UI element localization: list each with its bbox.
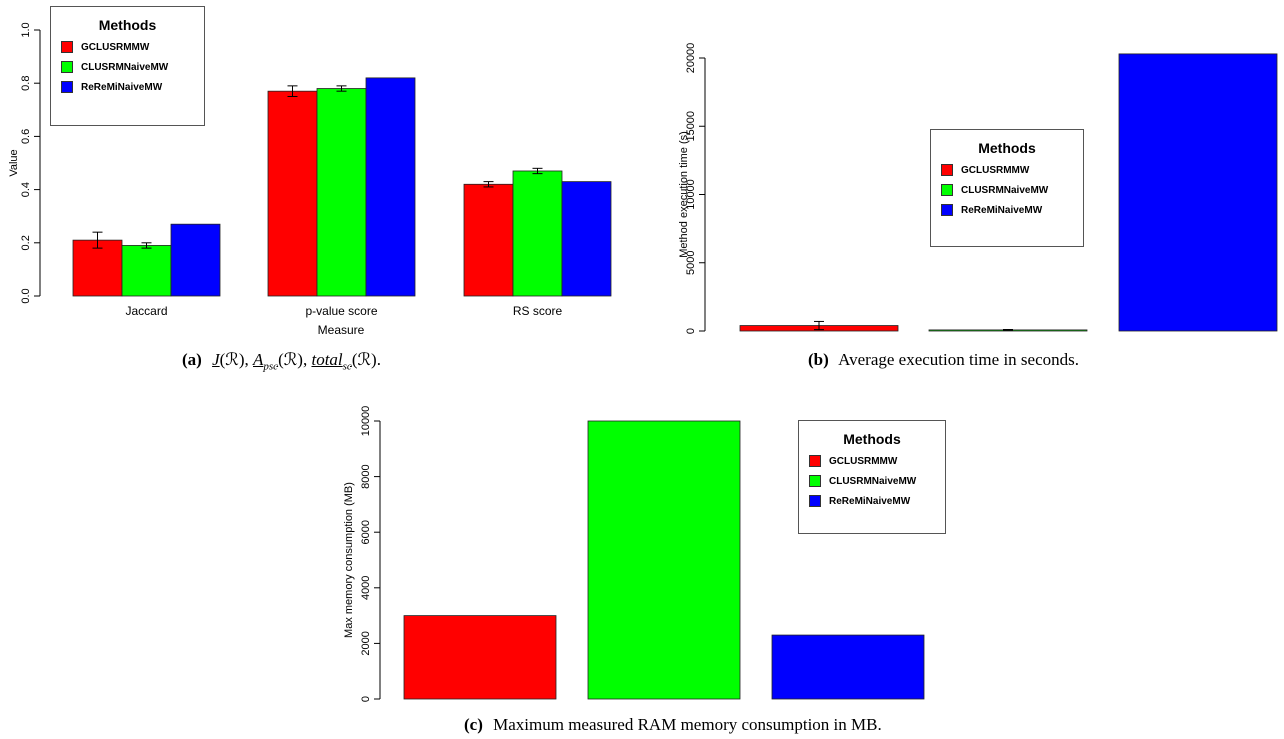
legend-item-gclusrmmw: GCLUSRMMW <box>809 455 945 467</box>
legend-label: ReReMiNaiveMW <box>829 495 911 507</box>
x-tick-label: p-value score <box>305 304 377 318</box>
legend-item-gclusrmmw: GCLUSRMMW <box>941 164 1083 176</box>
bar <box>512 170 563 297</box>
bar <box>771 634 925 700</box>
bar <box>170 223 221 297</box>
legend-swatch-green <box>941 184 953 196</box>
legend-label: CLUSRMNaiveMW <box>961 184 1049 196</box>
legend-title: Methods <box>843 431 901 447</box>
legend-item-reremnaivemw: ReReMiNaiveMW <box>809 495 945 507</box>
legend-item-reremnaivemw: ReReMiNaiveMW <box>61 81 204 93</box>
x-tick-label: RS score <box>513 304 563 318</box>
legend-label: GCLUSRMMW <box>81 41 150 53</box>
y-tick-label: 6000 <box>360 520 372 544</box>
bar <box>121 245 172 297</box>
caption-c: (c) Maximum measured RAM memory consumpt… <box>464 715 882 734</box>
legend-label: GCLUSRMMW <box>961 164 1030 176</box>
legend-item-clusrmnaivemw: CLUSRMNaiveMW <box>941 184 1083 196</box>
y-axis-label: Value <box>8 149 20 176</box>
chart-b-svg: 0 5000 10000 15000 20000 Method execution tim… <box>678 43 1278 334</box>
caption-b: (b) Average execution time in seconds. <box>808 350 1079 369</box>
bar <box>316 88 367 297</box>
legend-swatch-blue <box>809 495 821 507</box>
y-tick-label: 0.2 <box>20 235 32 250</box>
legend-item-clusrmnaivemw: CLUSRMNaiveMW <box>61 61 204 73</box>
y-tick-label: 20000 <box>685 43 697 74</box>
legend-title: Methods <box>978 140 1036 156</box>
caption-a-text: J(ℛ), Apsc(ℛ), totalsc(ℛ). <box>212 350 381 373</box>
y-tick-label: 0.0 <box>20 288 32 303</box>
legend-c: Methods GCLUSRMMW CLUSRMNaiveMW ReReMiNa… <box>798 420 946 534</box>
bar <box>72 239 123 297</box>
legend-label: CLUSRMNaiveMW <box>81 61 169 73</box>
legend-label: GCLUSRMMW <box>829 455 898 467</box>
legend-swatch-blue <box>941 204 953 216</box>
bar <box>587 420 741 700</box>
chart-a-svg: 0.0 0.2 0.4 0.6 0.8 1.0 Value Jaccard p-value sc… <box>8 22 612 337</box>
legend-swatch-green <box>61 61 73 73</box>
bar <box>1118 53 1278 332</box>
y-axis-label: Method execution time (s) <box>678 131 690 258</box>
legend-item-gclusrmmw: GCLUSRMMW <box>61 41 204 53</box>
y-tick-label: 0.4 <box>20 182 32 197</box>
legend-swatch-red <box>941 164 953 176</box>
legend-item-reremnaivemw: ReReMiNaiveMW <box>941 204 1083 216</box>
y-axis-label: Max memory consumption (MB) <box>343 482 355 638</box>
bar <box>403 615 557 700</box>
chart-b: 0 5000 10000 15000 20000 Method execution tim… <box>660 0 1284 345</box>
y-tick-label: 0.6 <box>20 129 32 144</box>
y-tick-label: 0 <box>360 696 372 702</box>
legend-swatch-green <box>809 475 821 487</box>
x-tick-label: Jaccard <box>125 304 167 318</box>
legend-title: Methods <box>98 17 157 33</box>
legend-label: ReReMiNaiveMW <box>961 204 1043 216</box>
bar <box>463 183 514 297</box>
legend-swatch-blue <box>61 81 73 93</box>
bar <box>267 90 318 297</box>
legend-item-clusrmnaivemw: CLUSRMNaiveMW <box>809 475 945 487</box>
chart-a: 0.0 0.2 0.4 0.6 0.8 1.0 Value Jaccard p-value sc… <box>0 0 640 345</box>
legend-label: ReReMiNaiveMW <box>81 81 163 93</box>
x-axis-label: Measure <box>318 323 365 337</box>
chart-c: 0 2000 4000 6000 8000 10000 Max memory consump… <box>330 395 970 715</box>
y-tick-label: 15000 <box>685 111 697 142</box>
y-tick-label: 8000 <box>360 464 372 488</box>
y-tick-label: 0.8 <box>20 76 32 91</box>
y-tick-label: 10000 <box>360 406 372 437</box>
caption-a: (a) J(ℛ), Apsc(ℛ), totalsc(ℛ). <box>182 350 381 373</box>
y-tick-label: 0 <box>685 328 697 334</box>
caption-b-text: Average execution time in seconds. <box>838 350 1079 369</box>
y-tick-label: 4000 <box>360 576 372 600</box>
caption-c-text: Maximum measured RAM memory consumption … <box>493 715 882 734</box>
y-tick-label: 2000 <box>360 631 372 655</box>
y-tick-label: 10000 <box>685 179 697 210</box>
bar <box>365 77 416 297</box>
legend-b: Methods GCLUSRMMW CLUSRMNaiveMW ReReMiNa… <box>930 129 1084 247</box>
y-tick-label: 5000 <box>685 251 697 275</box>
chart-c-svg: 0 2000 4000 6000 8000 10000 Max memory consump… <box>343 406 925 702</box>
y-tick-label: 1.0 <box>20 22 32 37</box>
legend-swatch-red <box>61 41 73 53</box>
legend-label: CLUSRMNaiveMW <box>829 475 917 487</box>
legend-a: Methods GCLUSRMMW CLUSRMNaiveMW ReReMiNa… <box>50 6 205 126</box>
legend-swatch-red <box>809 455 821 467</box>
bar <box>561 181 612 297</box>
